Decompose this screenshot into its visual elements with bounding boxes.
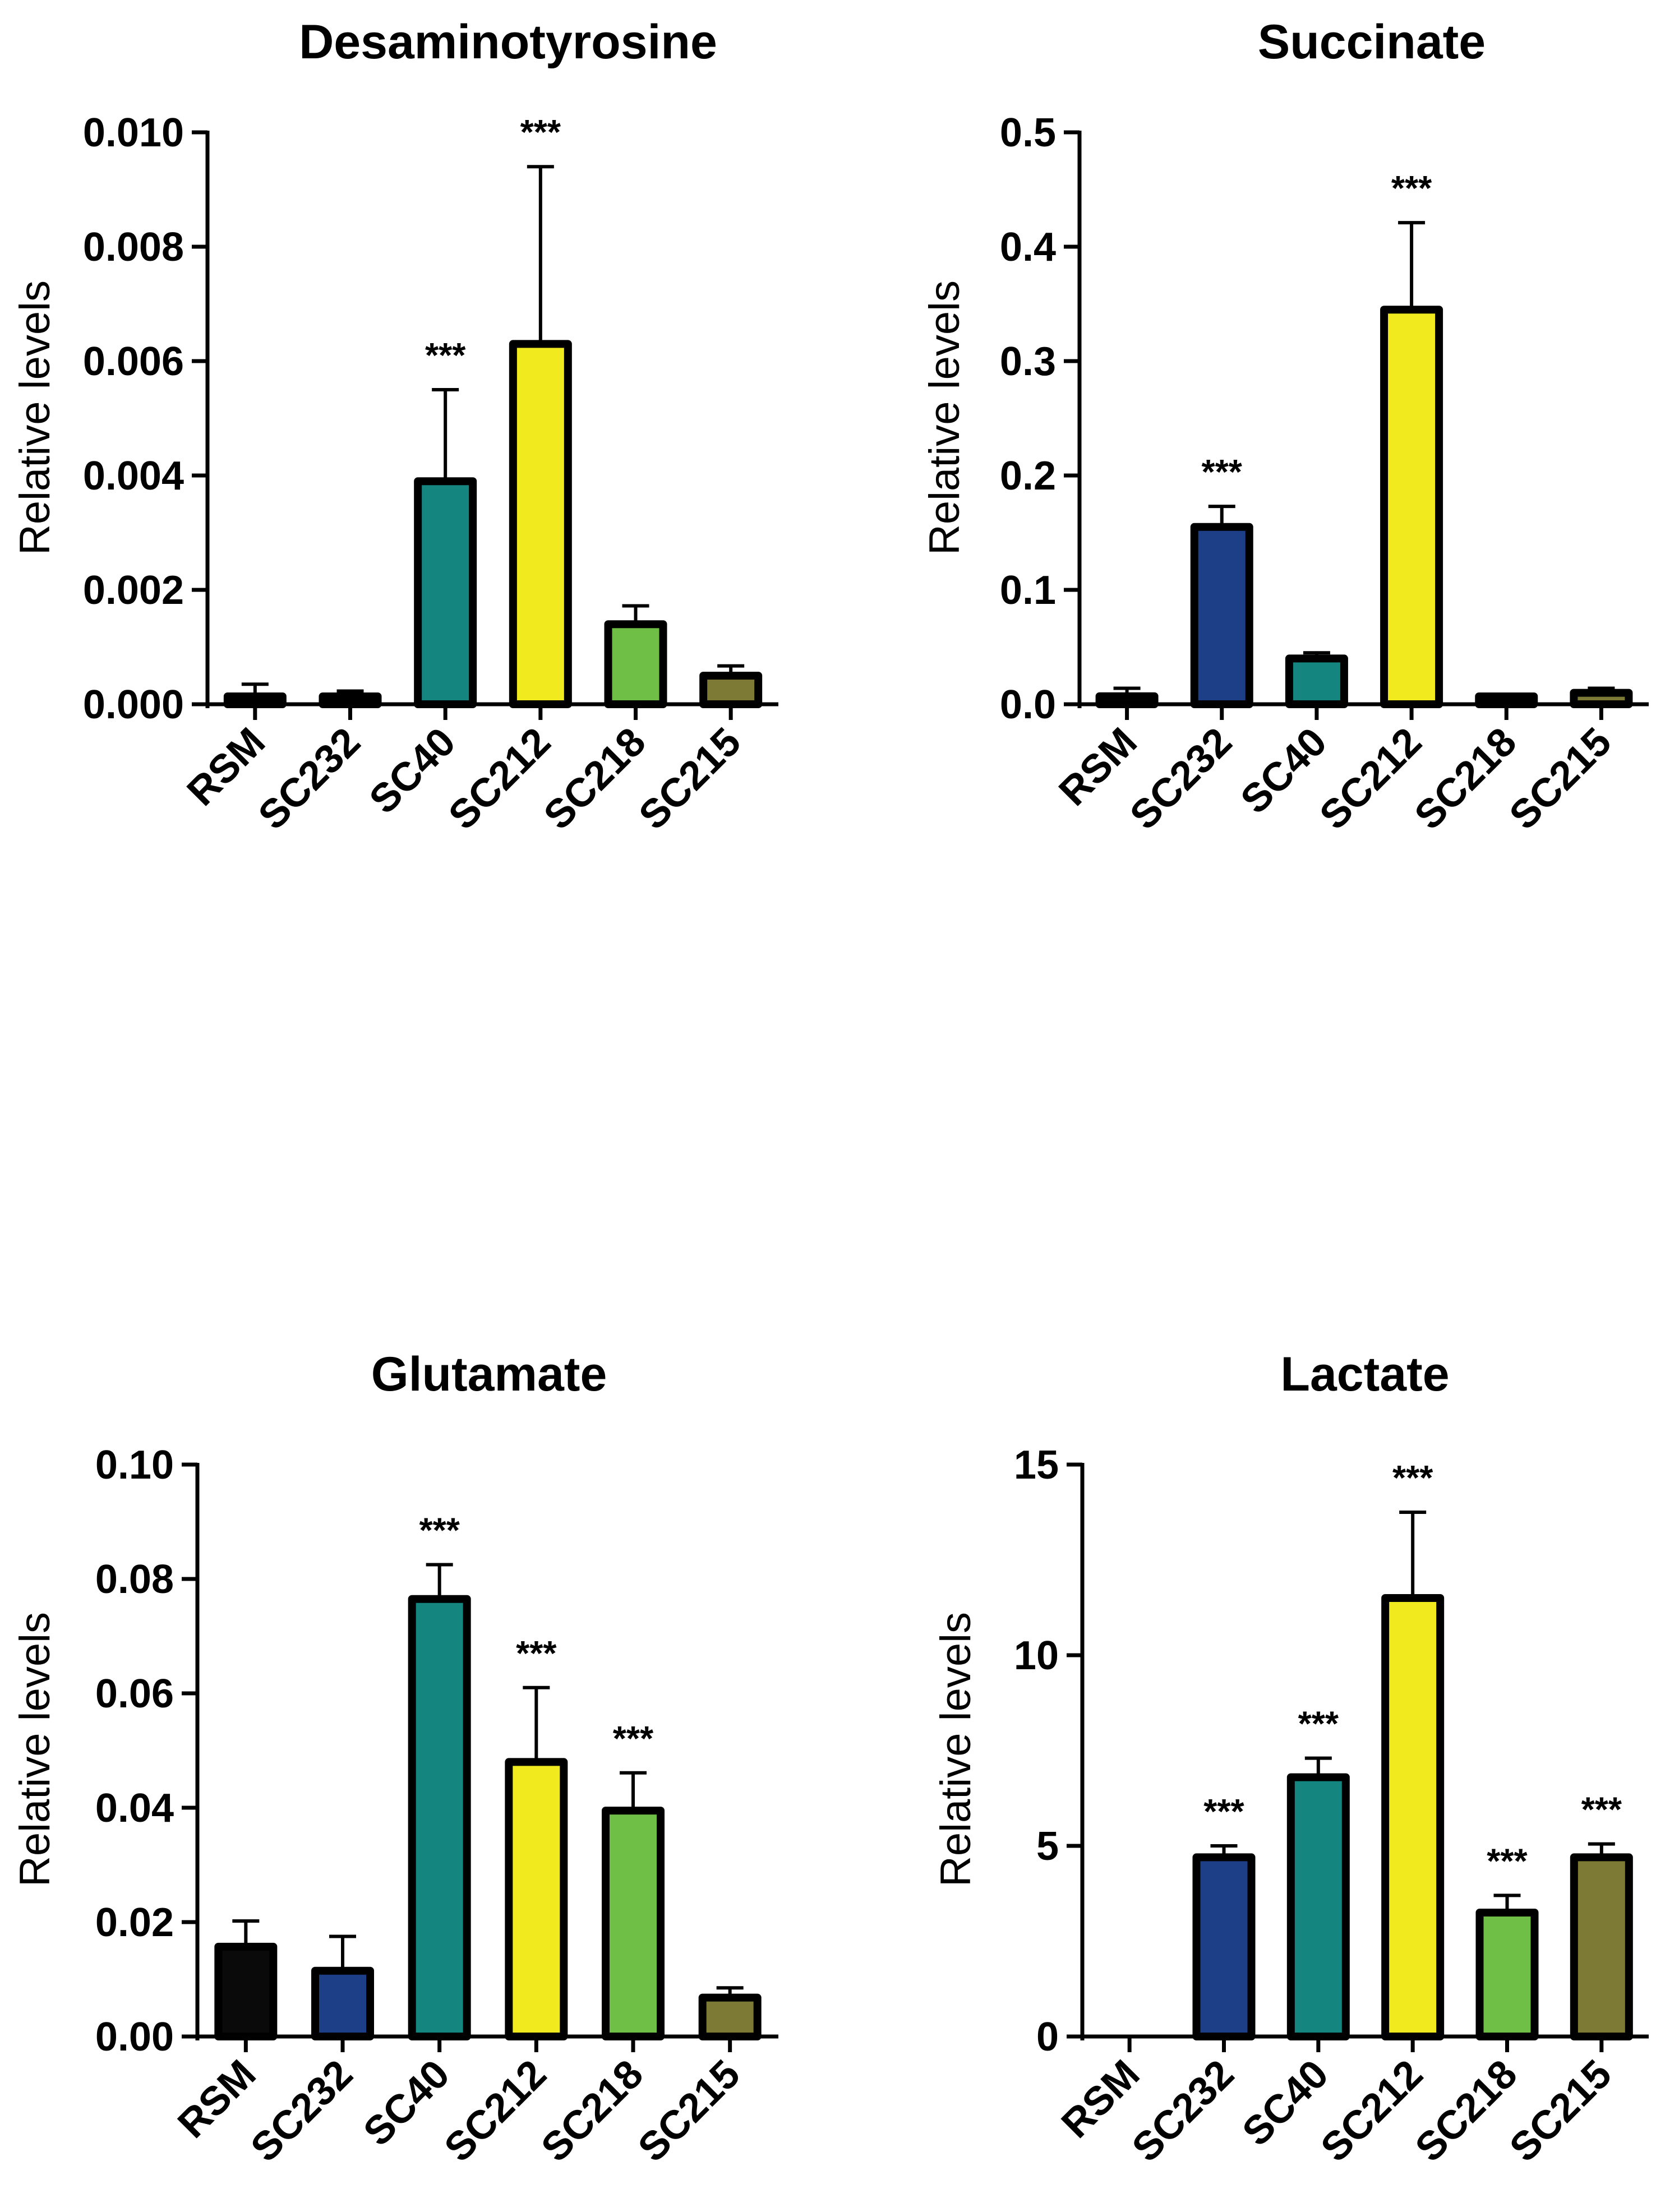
x-tick-label: SC212 [1311,719,1430,838]
bar [1192,1853,1256,2040]
x-tick-label: SC218 [1407,2052,1526,2171]
bar [1286,1773,1350,2041]
plot-area: 0.00.10.20.30.40.5RSMSC232***SC40SC212**… [1000,110,1649,838]
bar [1381,1594,1445,2040]
bar [214,1942,278,2041]
bar [1475,1909,1539,2040]
bar [604,620,667,708]
significance-label: *** [1202,453,1243,492]
y-tick-label: 0.4 [1000,225,1056,270]
chart-panel-glutamate: Glutamate Relative levels 0.00 0.02 0.04 0.… [11,1347,778,2171]
y-tick-label: 15 [1014,1443,1059,1488]
y-axis-label: Relative levels [932,1612,980,1887]
y-tick-label: 0.04 [95,1786,174,1831]
y-tick-label: 0 [1036,2015,1059,2059]
y-tick-label: 0.08 [95,1557,174,1602]
bar [509,340,572,708]
y-tick-label: 0.004 [83,454,184,498]
chart-panel-succinate: Succinate Relative levels 0.0 0.1 0.2 0.3 0.… [921,15,1649,838]
chart-title: Glutamate [371,1347,607,1401]
y-tick-label: 0.00 [95,2015,174,2059]
chart-title: Succinate [1258,15,1486,69]
x-tick-label: SC232 [1124,2052,1243,2171]
x-tick-label: SC212 [436,2052,555,2171]
bar [414,477,477,708]
y-tick-label: 0.008 [83,225,184,270]
x-tick-label: SC218 [536,719,654,838]
x-tick-label: SC232 [1122,719,1240,838]
bar [1475,692,1538,708]
x-tick-label: SC232 [242,2052,361,2171]
bar [311,1966,374,2040]
bar [602,1807,665,2041]
y-tick-label: 0.06 [95,1671,174,1716]
y-tick-label: 0.2 [1000,454,1056,498]
chart-panel-desaminotyrosine: Desaminotyrosine Relative levels 0.000 0.… [11,15,778,838]
y-tick-label: 0.5 [1000,110,1056,155]
bar [1380,306,1443,708]
y-tick-label: 0.010 [83,110,184,155]
significance-label: *** [425,336,466,375]
plot-area: 051015RSMSC232***SC40***SC212***SC218***… [1014,1443,1649,2171]
plot-area: 0.000.020.040.060.080.10RSMSC232SC40***S… [95,1443,778,2171]
x-tick-label: SC215 [630,719,749,838]
bar [408,1595,471,2040]
significance-label: *** [1298,1705,1339,1744]
x-tick-label: SC215 [630,2052,749,2171]
y-tick-label: 0.1 [1000,568,1056,613]
y-tick-label: 0.006 [83,339,184,384]
y-axis-label: Relative levels [921,280,968,555]
y-tick-label: 0.10 [95,1443,174,1488]
significance-label: *** [613,1720,654,1758]
y-axis-label: Relative levels [11,1612,59,1887]
bar [699,672,763,708]
bar [1570,1853,1633,2040]
y-tick-label: 0.02 [95,1900,174,1945]
bar [319,692,382,708]
x-tick-label: SC215 [1501,719,1620,838]
significance-label: *** [419,1512,460,1550]
y-tick-label: 5 [1036,1824,1059,1869]
significance-label: *** [520,113,561,152]
x-tick-label: SC218 [533,2052,652,2171]
significance-label: *** [1581,1791,1622,1830]
y-tick-label: 0.3 [1000,339,1056,384]
bar [698,1993,762,2040]
y-tick-label: 0.002 [83,568,184,613]
x-tick-label: SC215 [1501,2052,1620,2171]
x-tick-label: SC212 [440,719,559,838]
significance-label: *** [1391,169,1432,208]
bar [505,1758,568,2040]
significance-label: *** [1203,1793,1244,1831]
chart-title: Lactate [1280,1347,1449,1401]
bar [1095,692,1159,708]
bar [1190,523,1253,708]
significance-label: *** [516,1634,557,1673]
significance-label: *** [1487,1842,1528,1881]
chart-title: Desaminotyrosine [299,15,717,69]
y-axis-label: Relative levels [11,280,59,555]
significance-label: *** [1392,1459,1433,1498]
x-tick-label: SC218 [1406,719,1525,838]
y-tick-label: 0.0 [1000,682,1056,727]
chart-panel-lactate: Lactate Relative levels 051015RSMSC232**… [932,1347,1649,2171]
x-tick-label: SC212 [1312,2052,1431,2171]
x-tick-label: SC232 [250,719,369,838]
bar [223,692,287,708]
plot-area: 0.0000.0020.0040.0060.0080.010RSMSC232SC… [83,110,778,838]
y-tick-label: 0.000 [83,682,184,727]
bar [1285,654,1348,709]
y-tick-label: 10 [1014,1633,1059,1678]
bar [1570,689,1633,708]
